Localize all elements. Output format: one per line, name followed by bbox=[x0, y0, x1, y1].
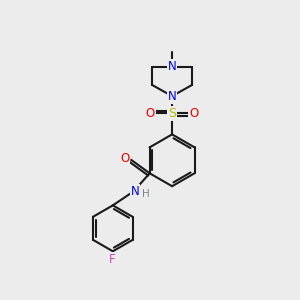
Text: N: N bbox=[130, 185, 139, 198]
Text: O: O bbox=[146, 107, 155, 120]
Text: N: N bbox=[168, 60, 176, 73]
Text: N: N bbox=[168, 90, 176, 103]
Text: H: H bbox=[142, 189, 150, 199]
Text: S: S bbox=[168, 107, 176, 120]
Text: O: O bbox=[189, 107, 199, 120]
Text: F: F bbox=[109, 253, 115, 266]
Text: O: O bbox=[120, 152, 130, 165]
